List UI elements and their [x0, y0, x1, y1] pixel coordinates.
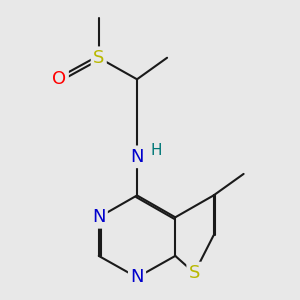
Text: H: H	[150, 143, 162, 158]
Text: N: N	[130, 268, 144, 286]
Text: N: N	[92, 208, 106, 226]
Text: S: S	[93, 49, 104, 67]
Text: S: S	[189, 264, 200, 282]
Text: O: O	[52, 70, 67, 88]
Text: N: N	[130, 148, 144, 166]
